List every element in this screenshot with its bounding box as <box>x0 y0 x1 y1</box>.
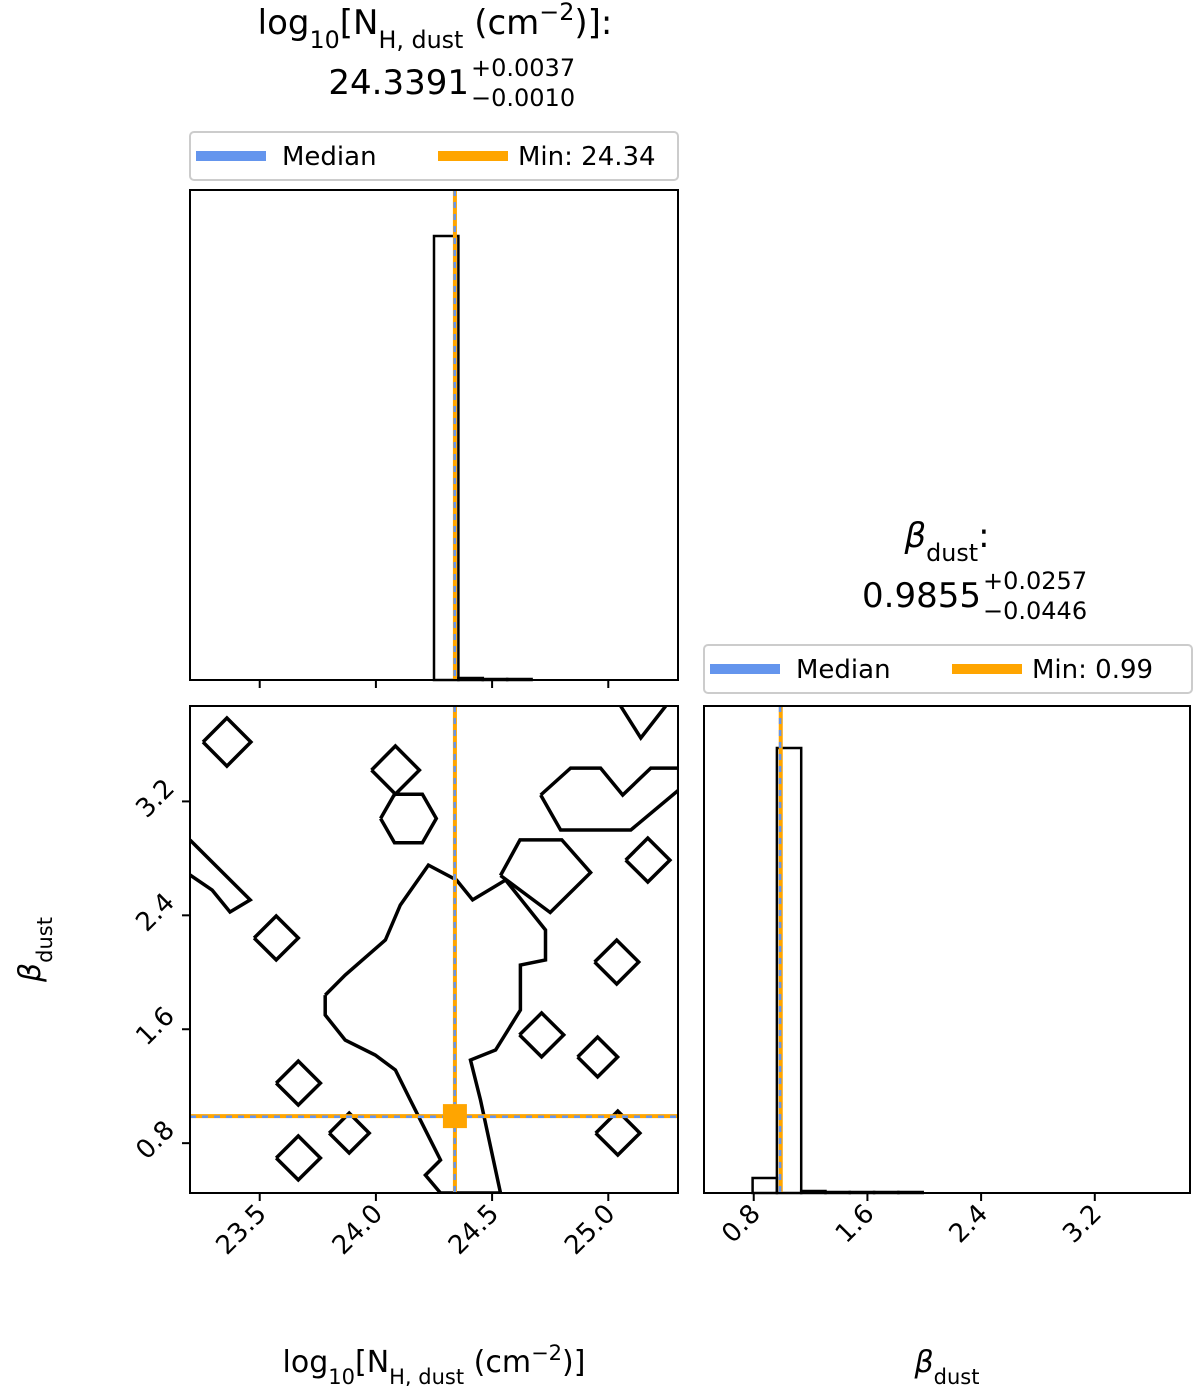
text-piece: )] <box>562 1345 585 1380</box>
contour-line <box>274 1058 323 1108</box>
text-piece: log <box>283 1345 329 1380</box>
text-piece: : <box>978 516 989 556</box>
legend-label: Min: 0.99 <box>1032 655 1153 685</box>
text-piece: H, dust <box>389 1365 464 1386</box>
y-tick-label: 1.6 <box>130 1001 180 1051</box>
x-tick-label: 24.5 <box>443 1199 505 1261</box>
contour-line <box>190 838 254 915</box>
legend-box <box>189 131 679 181</box>
contour-line <box>576 1034 621 1080</box>
lower-error: −0.0010 <box>471 84 575 112</box>
panel-frame <box>189 189 679 681</box>
contour-line <box>201 715 254 769</box>
text-piece: (cm <box>464 1345 531 1380</box>
lower-error: −0.0446 <box>983 597 1087 625</box>
text-piece: −2 <box>531 1341 562 1365</box>
histogram-bar <box>751 1176 779 1195</box>
contour-line <box>274 1133 323 1183</box>
contour-line <box>327 1110 372 1156</box>
legend-label: Median <box>796 655 891 685</box>
legend-label: Median <box>282 142 377 172</box>
panel-title: log10[NH, dust (cm−2)]: <box>258 0 613 54</box>
x-tick-label: 3.2 <box>1057 1199 1107 1249</box>
x-tick-label: 0.8 <box>716 1199 766 1249</box>
contour-line <box>518 1010 567 1060</box>
text-piece: dust <box>33 917 57 963</box>
contour-line <box>593 937 642 987</box>
contour-line <box>370 743 422 797</box>
text-piece: 10 <box>309 26 339 54</box>
y-tick-label: 3.2 <box>130 773 180 823</box>
text-piece: β <box>914 1345 934 1380</box>
y-axis-label: βdust <box>13 917 57 983</box>
panel-frame <box>703 705 1191 1194</box>
x-tick-label: 23.5 <box>211 1199 273 1261</box>
contour-line <box>323 862 548 1193</box>
y-tick-label: 0.8 <box>130 1115 180 1165</box>
text-piece: [N <box>355 1345 389 1380</box>
text-piece: dust <box>934 1365 980 1386</box>
text-piece: β <box>13 963 48 983</box>
contour-line <box>539 766 678 832</box>
upper-error: +0.0037 <box>471 54 575 82</box>
x-axis-label: βdust <box>914 1345 980 1386</box>
x-axis-label: log10[NH, dust (cm−2)] <box>283 1341 586 1386</box>
contour-line <box>379 792 439 845</box>
contour-layer <box>190 706 678 1193</box>
median-value: 24.3391 <box>328 63 469 103</box>
x-tick-label: 1.6 <box>830 1199 880 1249</box>
text-piece: H, dust <box>378 26 463 54</box>
text-piece: dust <box>926 539 978 567</box>
min-marker <box>442 1104 467 1129</box>
text-piece: −2 <box>539 0 574 26</box>
text-piece: [N <box>340 3 379 43</box>
text-piece: 10 <box>328 1365 355 1386</box>
contour-line <box>594 1108 643 1158</box>
x-tick-label: 25.0 <box>559 1199 621 1261</box>
legend-label: Min: 24.34 <box>518 142 656 172</box>
contour-line <box>619 706 668 742</box>
x-tick-label: 2.4 <box>944 1199 994 1249</box>
y-tick-label: 2.4 <box>130 887 180 937</box>
text-piece: log <box>258 3 310 43</box>
upper-error: +0.0257 <box>983 567 1087 595</box>
contour-line <box>624 835 673 885</box>
contour-line <box>498 838 594 915</box>
legend-box <box>703 644 1193 694</box>
text-piece: )]: <box>574 3 612 43</box>
contour-line <box>252 913 301 963</box>
text-piece: β <box>903 516 926 556</box>
text-piece: (cm <box>463 3 539 43</box>
median-value: 0.9855 <box>862 576 981 616</box>
panel-title: βdust: <box>903 516 989 567</box>
x-tick-label: 24.0 <box>327 1199 389 1261</box>
panel-frame <box>189 705 679 1194</box>
